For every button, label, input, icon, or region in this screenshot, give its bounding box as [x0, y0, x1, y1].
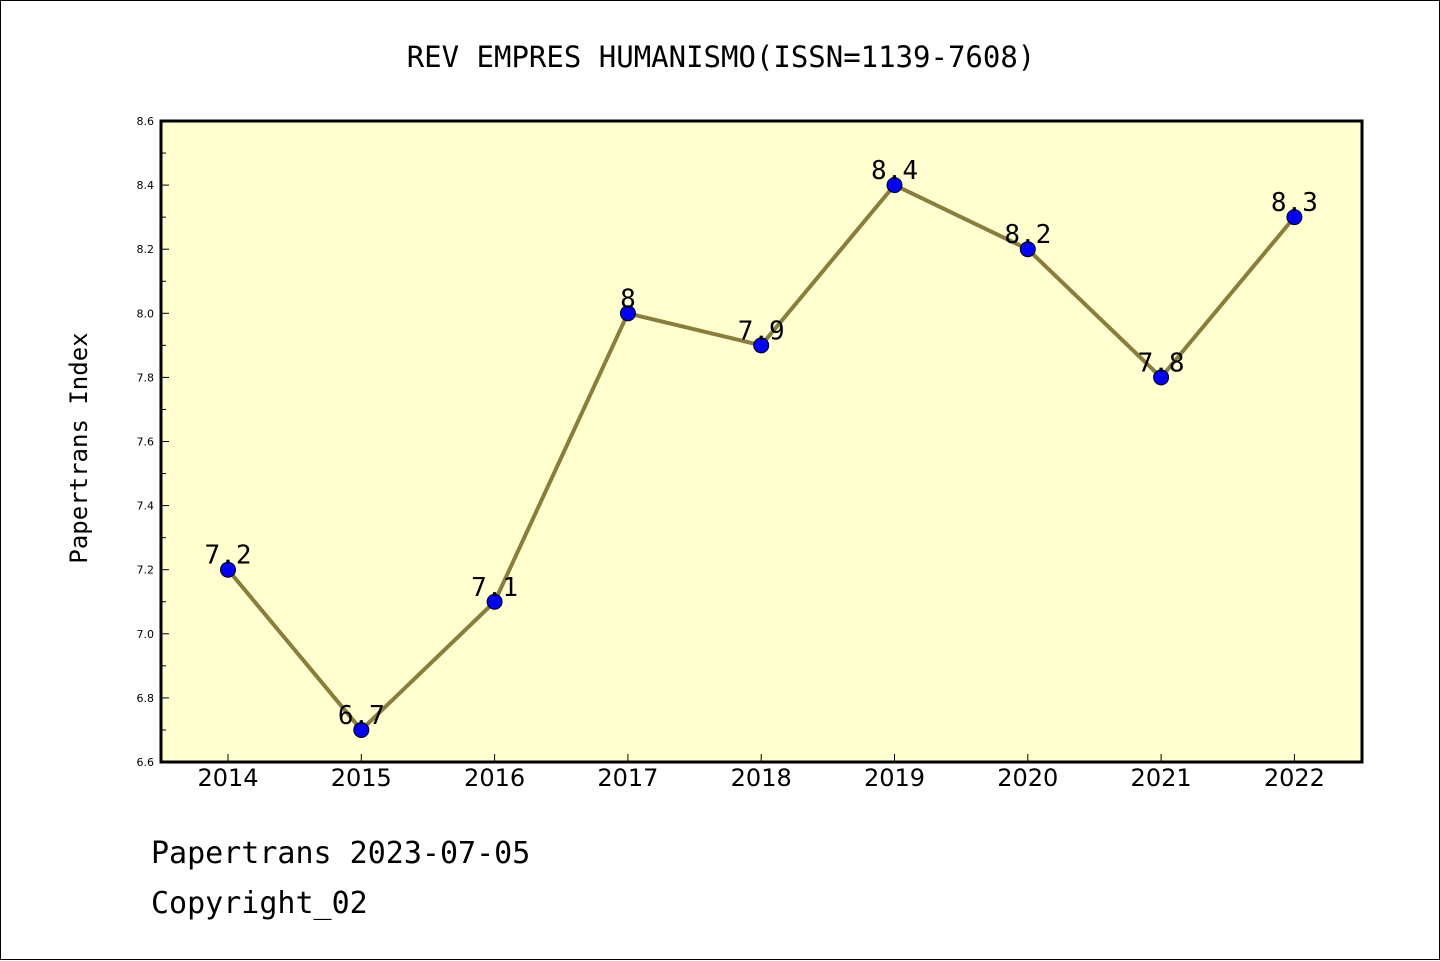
y-axis-label: Papertrans Index: [65, 332, 93, 563]
data-label: 7.8: [1138, 348, 1185, 378]
footer-copyright: Copyright_02: [151, 886, 368, 921]
y-tick-label: 7.8: [137, 371, 155, 384]
x-tick-label: 2014: [197, 764, 258, 792]
data-label: 8.2: [1004, 220, 1051, 250]
data-point: [1286, 209, 1303, 226]
x-tick-label: 2018: [731, 764, 792, 792]
plot-area: [159, 119, 1364, 764]
chart-title: REV EMPRES HUMANISMO(ISSN=1139-7608): [407, 40, 1036, 74]
y-tick-label: 8.2: [137, 243, 155, 256]
y-tick-label: 8.4: [137, 179, 155, 192]
data-label: 6.7: [338, 701, 385, 731]
data-point: [1019, 241, 1036, 258]
y-tick-label: 7.6: [137, 436, 155, 449]
x-tick-label: 2022: [1264, 764, 1325, 792]
data-label: 8: [620, 284, 636, 314]
x-tick-label: 2020: [997, 764, 1058, 792]
y-tick-label: 7.4: [137, 500, 155, 513]
footer-source: Papertrans 2023-07-05: [151, 836, 531, 871]
y-tick-label: 6.8: [137, 692, 155, 705]
data-point: [753, 337, 770, 354]
data-point: [220, 561, 236, 578]
y-tick-label: 8.6: [137, 115, 155, 128]
data-point: [619, 305, 636, 322]
data-point: [486, 593, 503, 610]
data-label: 8.3: [1271, 188, 1318, 218]
x-tick-label: 2015: [331, 764, 392, 792]
x-tick-label: 2019: [864, 764, 925, 792]
y-tick-label: 8.0: [137, 307, 155, 320]
x-tick-label: 2021: [1131, 764, 1192, 792]
y-tick-label: 7.2: [137, 564, 155, 577]
data-point: [353, 721, 370, 738]
data-point: [1153, 369, 1170, 386]
x-tick-label: 2017: [597, 764, 658, 792]
y-tick-label: 6.6: [137, 756, 155, 769]
y-tick-label: 7.0: [137, 628, 155, 641]
data-label: 8.4: [871, 156, 918, 186]
data-label: 7.2: [205, 541, 252, 571]
data-point: [886, 177, 903, 194]
data-label: 7.1: [471, 573, 518, 603]
x-tick-label: 2016: [464, 764, 525, 792]
data-label: 7.9: [738, 316, 785, 346]
